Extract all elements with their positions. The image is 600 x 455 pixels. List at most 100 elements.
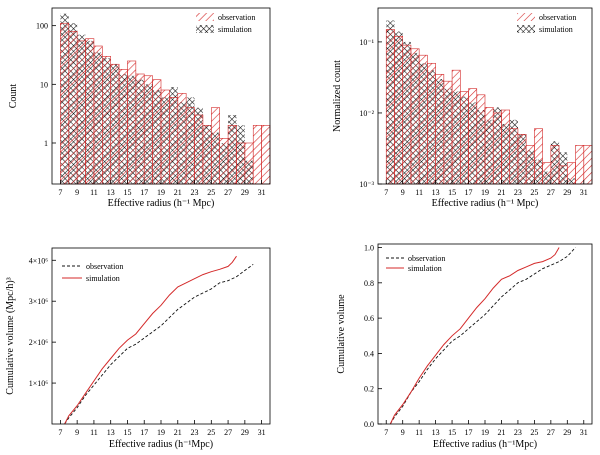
norm-ytick-label: 10⁻² [359,109,374,118]
cumfrac-xtick-label: 11 [415,428,423,437]
cumvol-y-label: Cumulative volume (Mpc/h)³ [5,277,16,394]
count-legend: observation simulation [196,13,255,34]
cumvol-xtick-label: 23 [191,428,199,437]
cumvol-ytick-label: 4×10⁶ [29,256,49,265]
count-xtick-label: 23 [191,188,199,197]
cumfrac-ytick-label: 1.0 [364,244,374,253]
cumvol-xtick-label: 7 [58,428,62,437]
norm-xtick-label: 27 [547,188,555,197]
norm-bar-observation [443,80,453,185]
norm-bar-observation [517,134,527,185]
cumvol-x-label: Effective radius (h⁻¹Mpc) [109,439,213,450]
cumvol-xtick-label: 11 [90,428,98,437]
cumfrac-xtick-label: 31 [580,428,588,437]
count-bar-observation [152,79,162,185]
cumvol-xtick-label: 25 [207,428,215,437]
cumvol-ytick-label: 3×10⁶ [29,297,49,306]
norm-xticks: 7 9 11 13 15 17 19 21 23 25 27 29 31 [384,180,588,197]
cumfrac-ytick-label: 0.2 [364,385,374,394]
count-bar-observation [160,89,170,185]
cumvol-xtick-label: 29 [241,428,249,437]
count-bar-observation [118,69,128,185]
norm-bar-observation [468,88,478,185]
norm-bar-observation [583,145,593,185]
cumfrac-ytick-label: 0.6 [364,314,374,323]
norm-bar-observation [534,128,543,185]
count-ytick-label: 10 [40,80,48,89]
norm-xtick-label: 29 [563,188,571,197]
count-legend-observation-swatch [196,13,214,21]
norm-legend-simulation-swatch [517,25,535,33]
norm-bar-observation [567,162,576,185]
cumvol-xtick-label: 9 [75,428,79,437]
cumfrac-xtick-label: 21 [497,428,505,437]
norm-bar-observation [385,29,395,185]
norm-bar-observation [492,112,502,185]
count-xtick-label: 17 [140,188,148,197]
count-xtick-label: 29 [241,188,249,197]
count-legend-simulation-swatch [196,25,214,33]
norm-x-label: Effective radius (h⁻¹ Mpc) [432,198,539,209]
norm-bars-observation [385,29,593,185]
cumvol-xtick-label: 19 [157,428,165,437]
norm-xtick-label: 19 [481,188,489,197]
norm-xtick-label: 25 [530,188,538,197]
count-y-label: Count [8,84,19,109]
norm-bar-observation [509,128,519,185]
panel-count-histogram: 7 9 11 13 15 17 19 21 23 25 27 29 31 1 10 100 Effectiv… [8,7,271,209]
norm-bar-observation [427,62,436,185]
count-yticks: 1 10 100 [36,22,56,148]
count-xtick-label: 13 [107,188,115,197]
norm-bar-observation [451,69,461,185]
count-xtick-label: 21 [174,188,182,197]
count-bars-observation [60,22,271,185]
count-bar-observation [219,138,229,185]
cumvol-ytick-label: 1×10⁶ [29,379,49,388]
cumfrac-xtick-label: 17 [465,428,473,437]
norm-bar-observation [550,145,560,185]
norm-bar-observation [484,107,494,185]
cumfrac-xtick-label: 13 [432,428,440,437]
cumfrac-xtick-label: 25 [530,428,538,437]
norm-legend: observation simulation [517,13,576,34]
norm-xtick-label: 9 [401,188,405,197]
norm-bar-observation [435,73,445,185]
cumfrac-y-label: Cumulative volume [336,294,347,374]
cumvol-xticks: 7 9 11 13 15 17 19 21 23 25 27 29 31 [58,420,266,437]
count-ytick-label: 1 [44,139,48,148]
count-x-label: Effective radius (h⁻¹ Mpc) [108,198,215,209]
count-xtick-label: 19 [157,188,165,197]
cumfrac-line-observation [389,247,576,425]
norm-ytick-label: 10⁻³ [359,180,374,189]
count-bar-observation [261,125,271,185]
count-xtick-label: 11 [90,188,98,197]
norm-xtick-label: 15 [448,188,456,197]
norm-bar-observation [402,44,412,185]
cumfrac-ytick-label: 0.4 [364,349,374,358]
norm-bar-observation [558,165,568,185]
count-bar-observation [110,63,120,185]
cumfrac-xtick-label: 9 [401,428,405,437]
cumfrac-yticks: 0.0 0.2 0.4 0.6 0.8 1.0 [364,244,382,429]
norm-bar-observation [575,145,585,185]
count-bar-observation [76,40,86,185]
cumfrac-legend: observation simulation [386,254,445,273]
norm-legend-simulation-label: simulation [539,25,573,34]
cumfrac-x-label: Effective radius (h⁻¹Mpc) [433,439,537,450]
norm-xtick-label: 13 [432,188,440,197]
count-xtick-label: 7 [58,188,62,197]
panel-normalized-histogram: 7 9 11 13 15 17 19 21 23 25 27 29 31 10⁻³ 10⁻² 10⁻¹ Ef… [332,7,593,209]
cumvol-xtick-label: 17 [140,428,148,437]
cumfrac-xtick-label: 15 [448,428,456,437]
cumfrac-legend-observation-label: observation [408,254,445,263]
cumvol-xtick-label: 13 [107,428,115,437]
count-bar-observation [60,22,70,185]
count-xtick-label: 25 [207,188,215,197]
count-bar-observation [211,107,220,185]
norm-y-label: Normalized count [332,60,343,132]
count-bar-observation [68,31,78,185]
count-xtick-label: 31 [258,188,266,197]
norm-bar-observation [418,54,428,185]
count-bar-observation [236,142,246,185]
norm-bar-observation [394,35,403,185]
